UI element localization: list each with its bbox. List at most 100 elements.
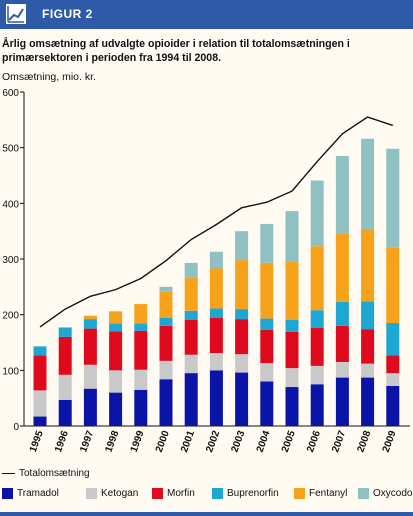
bar-segment-ketogan [260,363,274,382]
bar-segment-morfin [260,329,274,364]
bar-segment-tramadol [33,416,47,426]
bar-segment-oxycodon [184,262,198,278]
bar-segment-ketogan [209,353,223,371]
bar-segment-morfin [285,331,299,369]
bar-segment-morfin [361,329,375,364]
legend-label: Tramadol [17,488,59,499]
bar-segment-morfin [310,328,324,366]
bar-segment-fentanyl [335,233,349,302]
bar-segment-buprenorfin [386,323,400,356]
x-tick-label: 1996 [53,429,71,454]
stacked-bar-chart: 0 100 200 300 400 500 600 1995 1996 1997 1998 1999 2… [2,88,410,454]
x-tick-label: 1997 [78,429,96,454]
bar-segment-ketogan [361,363,375,378]
chart-title: Årlig omsætning af udvalgte opioider i r… [2,38,350,64]
bar-segment-buprenorfin [361,301,375,330]
bar-segment-buprenorfin [285,319,299,332]
bar-segment-buprenorfin [310,310,324,329]
bar-segment-buprenorfin [109,323,123,332]
bar-segment-buprenorfin [235,309,249,320]
legend-swatch [212,488,223,499]
legend-line-swatch [2,473,15,474]
legend-item-ketogan: Ketogan [86,488,138,499]
legend-item-morfin: Morfin [152,488,195,499]
bar-segment-buprenorfin [260,318,274,330]
bar-segment-morfin [109,331,123,371]
bar-segment-ketogan [83,364,97,389]
bar-segment-ketogan [285,368,299,388]
y-tick-label: 600 [2,88,19,99]
bar-segment-morfin [159,325,173,361]
bar-segment-fentanyl [235,260,249,310]
bar-segment-fentanyl [209,268,223,309]
x-tick-label: 2003 [229,429,247,454]
bar-segment-fentanyl [134,304,148,324]
y-tick-label: 400 [2,199,19,210]
bar-segment-morfin [33,355,47,391]
y-tick-label: 300 [2,255,19,266]
bar-segment-buprenorfin [134,323,148,331]
bar-segment-ketogan [235,354,249,373]
bar-segment-tramadol [285,387,299,426]
x-tick-label: 2005 [280,429,298,454]
bar-segment-oxycodon [361,138,375,229]
legend-item-oxycodon: Oxycodon [358,488,413,499]
y-axis-label: Omsætning, mio. kr. [2,71,96,83]
bar-segment-ketogan [159,360,173,380]
x-tick-label: 2008 [355,429,373,454]
x-tick-label: 1995 [28,429,46,454]
x-tick-label: 2000 [154,429,172,454]
bar-segment-oxycodon [335,156,349,234]
bar-segment-fentanyl [260,262,274,319]
legend-label-total: Totalomsætning [19,468,90,479]
bar-segment-oxycodon [159,286,173,292]
bar-segment-buprenorfin [184,310,198,320]
bar-segment-morfin [134,330,148,370]
legend-swatch [294,488,305,499]
legend-label: Oxycodon [373,488,413,499]
bar-segment-ketogan [134,369,148,390]
x-tick-label: 2007 [330,429,348,454]
bar-segment-morfin [386,355,400,374]
bottom-rule [0,512,413,516]
bar-segment-oxycodon [209,251,223,269]
bar-segment-buprenorfin [83,319,97,329]
x-tick-label: 1998 [103,429,121,454]
x-tick-label: 2001 [179,429,197,454]
bar-segment-ketogan [33,390,47,417]
legend-swatch [358,488,369,499]
bar-segment-oxycodon [285,211,299,262]
bar-segment-buprenorfin [33,346,47,356]
bar-segment-tramadol [109,392,123,426]
line-chart-icon [6,4,26,24]
bar-segment-morfin [335,325,349,362]
bar-segment-tramadol [335,377,349,426]
y-tick-label: 500 [2,144,19,155]
bar-segment-fentanyl [386,247,400,324]
legend-swatch [2,488,13,499]
bar-segment-tramadol [386,385,400,426]
bar-segment-tramadol [209,370,223,426]
bar-segment-tramadol [159,379,173,426]
bar-segment-tramadol [310,384,324,426]
bar-segment-buprenorfin [159,318,173,326]
bar-segment-oxycodon [260,223,274,263]
bar-segment-ketogan [58,374,72,400]
bar-segment-ketogan [335,361,349,378]
legend-label: Buprenorfin [227,488,279,499]
legend-swatch [152,488,163,499]
legend-label: Morfin [167,488,195,499]
bar-segment-tramadol [58,399,72,426]
bar-segment-buprenorfin [335,301,349,326]
x-tick-label: 2006 [305,429,323,454]
y-tick-label: 200 [2,311,19,322]
bar-segment-tramadol [235,372,249,426]
x-tick-label: 2002 [204,429,222,454]
bar-segment-fentanyl [184,277,198,311]
legend-item-total: Totalomsætning [2,468,90,479]
x-tick-label: 2004 [255,429,273,454]
bar-segment-buprenorfin [209,308,223,319]
bar-segment-fentanyl [361,228,375,302]
legend-swatch [86,488,97,499]
figure-header: FIGUR 2 [0,0,413,29]
